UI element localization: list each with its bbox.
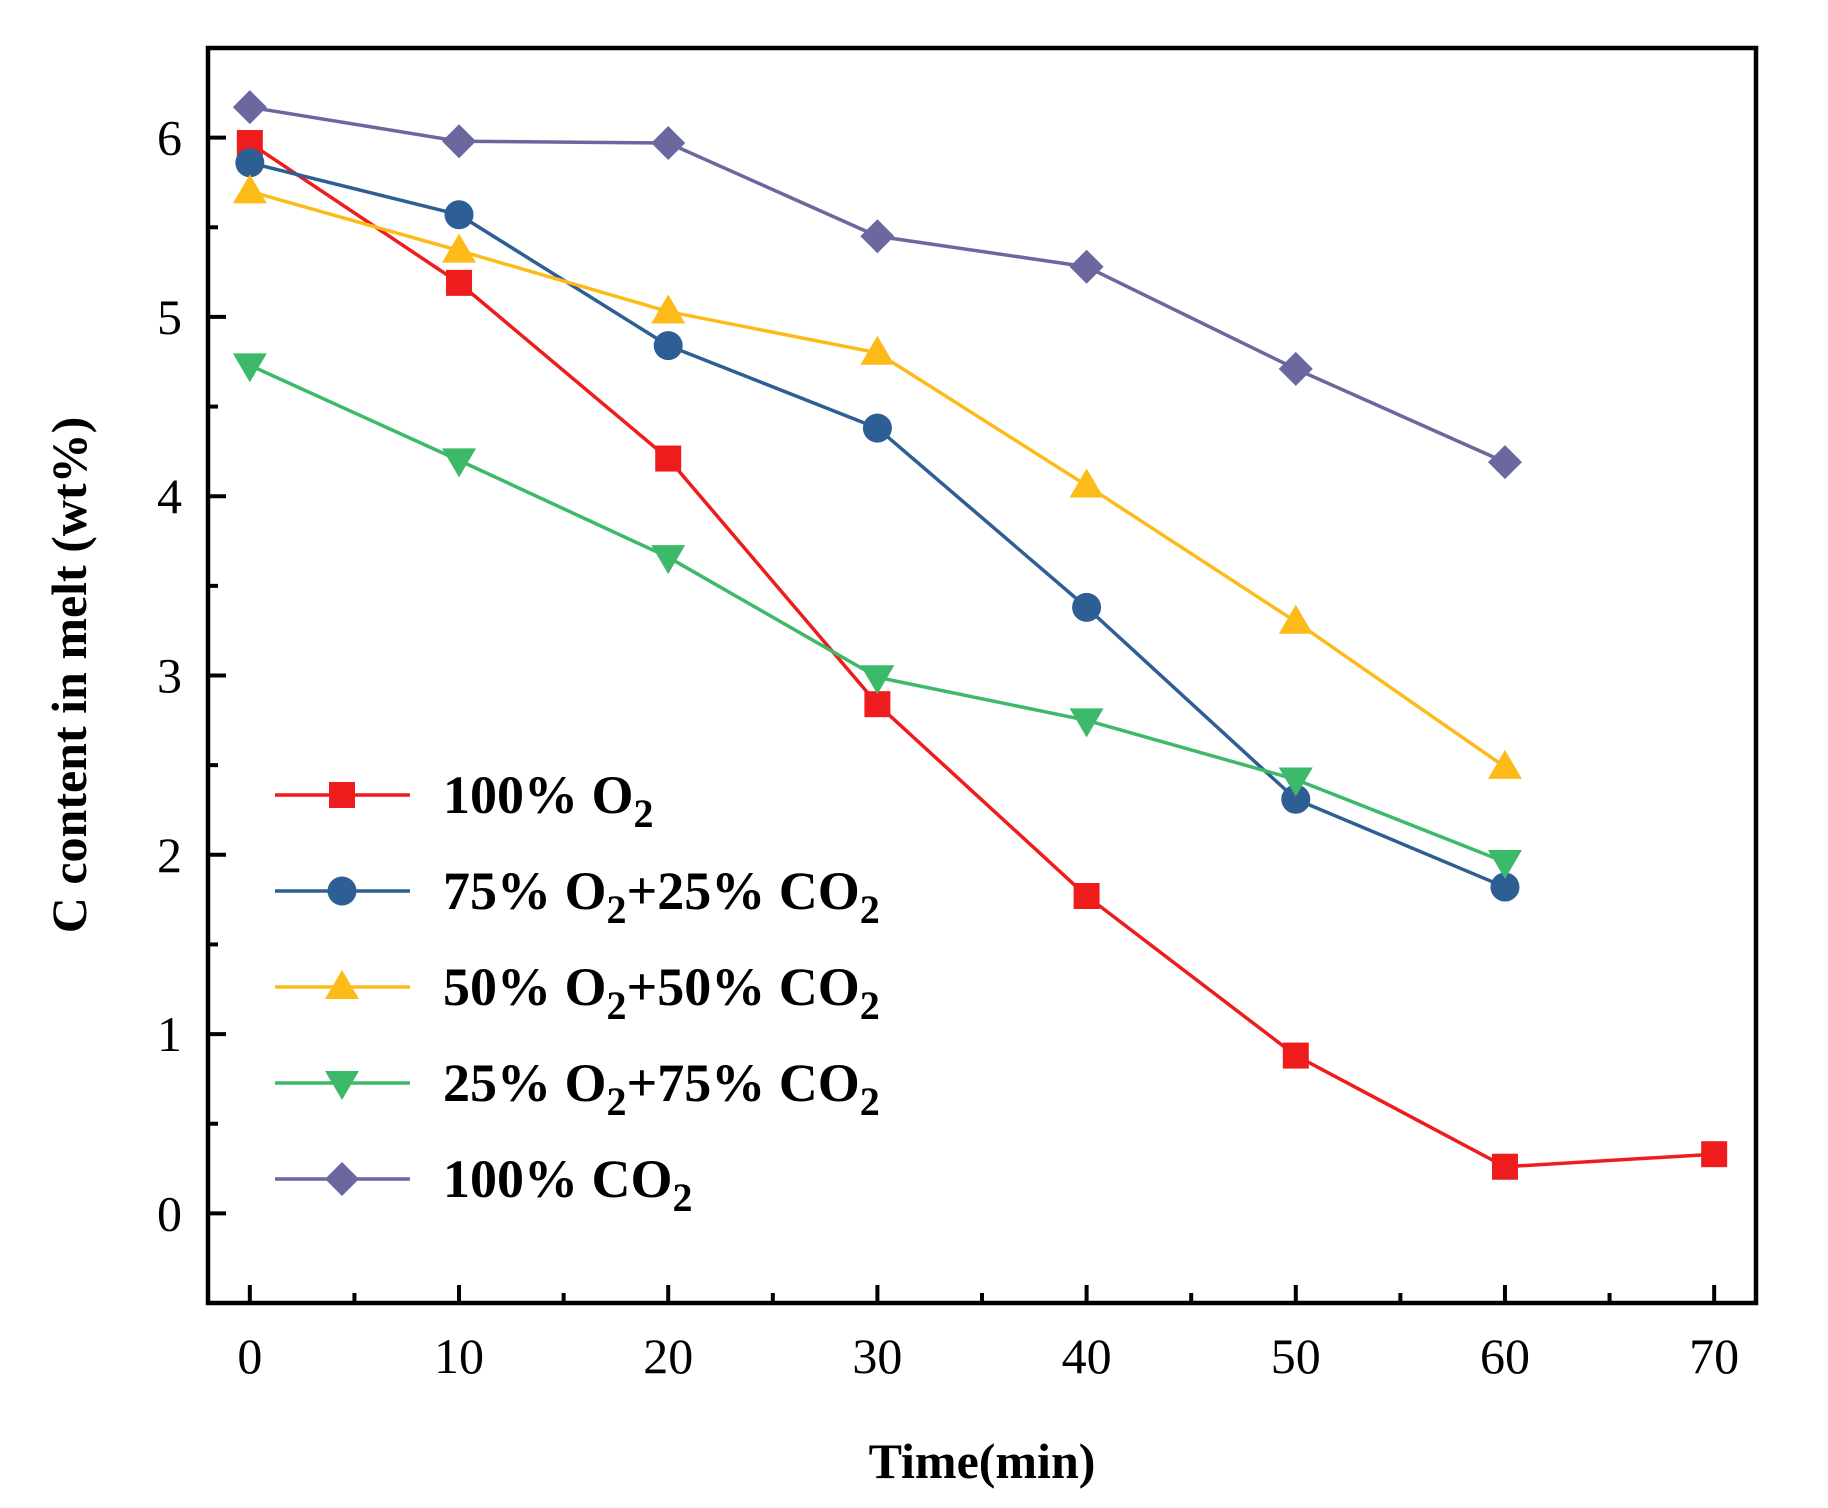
data-point-1-0	[235, 148, 265, 178]
series-line-0	[248, 141, 1715, 1169]
y-tick-label: 4	[157, 468, 182, 524]
legend-label: 50% O2+50% CO2	[443, 957, 880, 1028]
data-point-0-2	[655, 445, 682, 472]
data-point-0-3	[864, 691, 891, 718]
data-point-0-6	[1491, 1153, 1518, 1180]
data-point-4-2	[651, 126, 686, 161]
legend-label: 100% CO2	[443, 1149, 693, 1220]
data-point-0-5	[1282, 1042, 1309, 1069]
data-point-3-1	[442, 448, 477, 478]
data-point-0-7	[1701, 1141, 1728, 1168]
data-point-2-6	[1487, 749, 1522, 779]
data-point-2-1	[442, 233, 477, 263]
data-point-4-1	[442, 124, 477, 159]
data-point-2-2	[651, 294, 686, 324]
data-point-2-5	[1278, 604, 1313, 634]
x-tick-label: 30	[852, 1328, 902, 1384]
series-markers	[232, 90, 1728, 1180]
data-point-2-0	[232, 174, 267, 204]
legend-label: 75% O2+25% CO2	[443, 861, 880, 932]
data-point-4-3	[860, 219, 895, 254]
y-tick-label: 5	[157, 289, 182, 345]
data-point-0-4	[1073, 883, 1100, 910]
y-axis-ticks: 0 1 2 3 4 5 6	[157, 46, 226, 1305]
legend-marker	[327, 876, 357, 906]
legend-marker	[329, 782, 355, 808]
x-axis-ticks: 0 10 20 30 40 50 60 70	[237, 1285, 1739, 1384]
x-tick-label: 60	[1480, 1328, 1530, 1384]
legend-marker	[325, 970, 359, 999]
x-axis-title: Time(min)	[869, 1433, 1096, 1489]
legend-marker	[325, 1162, 359, 1196]
data-point-1-6	[1490, 872, 1520, 902]
y-axis-title: C content in melt (wt%)	[41, 417, 97, 934]
data-point-4-5	[1278, 351, 1313, 386]
y-tick-label: 2	[157, 827, 182, 883]
data-point-4-6	[1487, 445, 1522, 480]
x-tick-label: 10	[434, 1328, 484, 1384]
y-tick-label: 3	[157, 648, 182, 704]
data-point-1-4	[1072, 592, 1102, 622]
x-tick-label: 50	[1271, 1328, 1321, 1384]
legend: 100% O2 75% O2+25% CO2 50% O2+50% CO2 25% O…	[275, 765, 880, 1220]
data-point-0-1	[446, 269, 473, 296]
x-tick-label: 0	[237, 1328, 262, 1384]
y-tick-label: 1	[157, 1006, 182, 1062]
data-point-2-3	[860, 335, 895, 365]
data-point-3-2	[651, 545, 686, 575]
legend-label: 25% O2+75% CO2	[443, 1053, 880, 1124]
data-point-4-4	[1069, 249, 1104, 284]
legend-marker	[325, 1071, 359, 1100]
data-point-3-4	[1069, 708, 1104, 738]
data-point-4-0	[232, 90, 267, 125]
data-point-3-5	[1278, 767, 1313, 797]
data-point-3-3	[860, 665, 895, 695]
y-tick-label: 6	[157, 110, 182, 166]
data-point-2-4	[1069, 468, 1104, 498]
data-point-3-6	[1487, 849, 1522, 879]
data-point-1-2	[653, 331, 683, 361]
data-point-1-3	[862, 413, 892, 443]
y-tick-label: 0	[157, 1185, 182, 1241]
data-point-1-5	[1281, 784, 1311, 814]
x-tick-label: 20	[643, 1328, 693, 1384]
data-point-3-0	[232, 353, 267, 383]
x-tick-label: 40	[1062, 1328, 1112, 1384]
x-tick-label: 70	[1689, 1328, 1739, 1384]
legend-label: 100% O2	[443, 765, 654, 836]
data-point-1-1	[444, 200, 474, 230]
